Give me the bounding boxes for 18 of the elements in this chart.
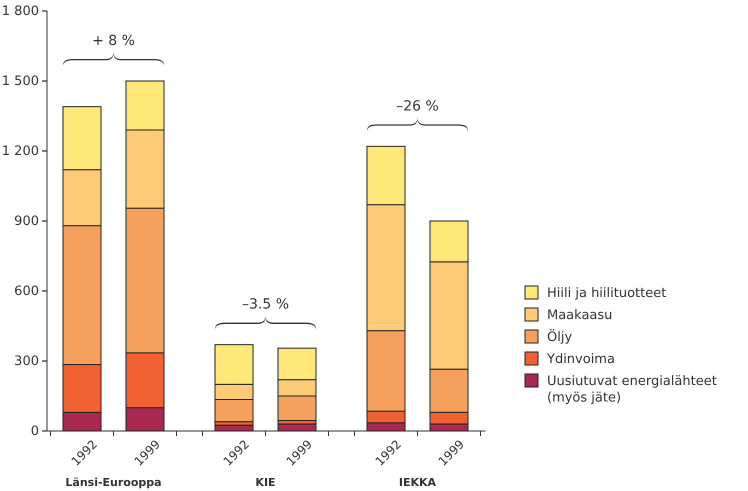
legend-label: Uusiutuvat energialähteet (myös jäte)	[547, 374, 717, 406]
legend-label: Ydinvoima	[546, 352, 615, 367]
y-tick-label: 1 200	[2, 144, 39, 160]
text: Länsi-Eurooppa	[65, 476, 162, 489]
text: IEKKA	[398, 476, 437, 489]
annotation: –26 %	[396, 98, 439, 114]
y-tick-label: 1 800	[2, 4, 39, 20]
y-tick-label: 1 500	[2, 74, 39, 90]
legend-label: Maakaasu	[547, 308, 612, 323]
y-tick-label: 900	[14, 214, 39, 230]
y-tick-label: 0	[30, 424, 39, 440]
legend-label: Öljy	[547, 329, 572, 345]
annotation: –3.5 %	[242, 296, 290, 313]
annotation: + 8 %	[92, 33, 135, 49]
text: KIE	[255, 476, 276, 489]
legend-label: Hiili ja hiilituotteet	[547, 286, 666, 301]
y-tick-label: 600	[14, 284, 39, 300]
y-tick-label: 300	[14, 354, 39, 370]
